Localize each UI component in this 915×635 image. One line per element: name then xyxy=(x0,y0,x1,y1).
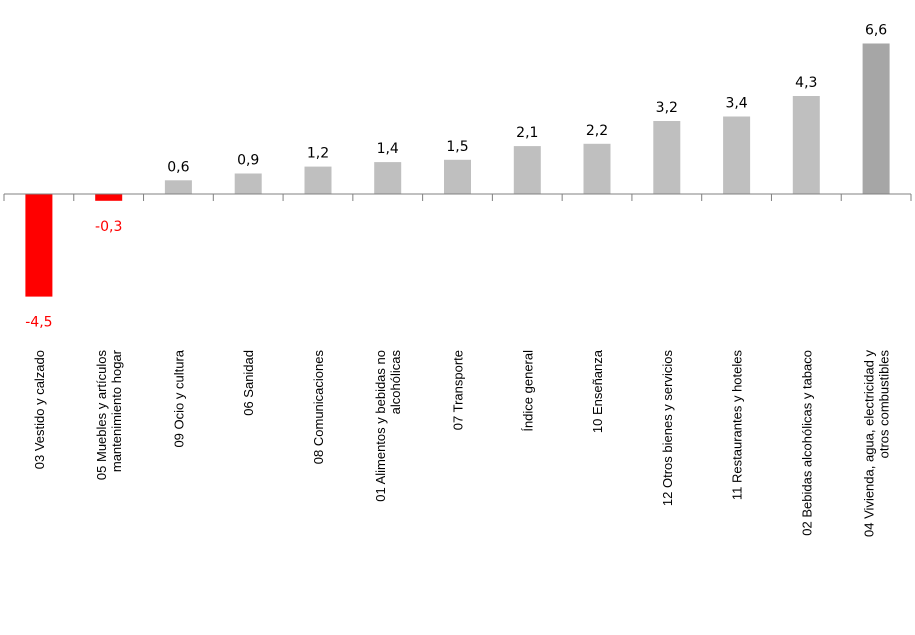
category-label-line: 12 Otros bienes y servicios xyxy=(660,350,675,507)
category-label-line: 09 Ocio y cultura xyxy=(171,349,186,447)
category-label-line: alcohólicas xyxy=(388,350,403,415)
data-label: -0,3 xyxy=(95,219,122,235)
value-labels-group: -4,5 -0,3 0,6 0,9 1,2 1,4 1,5 2,1 2,2 3,2 3,4 4,3 6,… xyxy=(25,23,887,331)
category-label: 12 Otros bienes y servicios xyxy=(660,350,675,507)
category-label-line: 05 Muebles y artículos xyxy=(94,350,109,481)
bar xyxy=(862,43,890,194)
category-label: 02 Bebidas alcohólicas y tabaco xyxy=(799,350,814,536)
data-label: 6,6 xyxy=(865,23,887,39)
category-label-line: 01 Alimentos y bebidas no xyxy=(373,350,388,502)
category-label: 09 Ocio y cultura xyxy=(171,349,186,447)
data-label: 3,2 xyxy=(656,100,678,116)
category-label-line: 11 Restaurantes y hoteles xyxy=(730,350,745,501)
bar xyxy=(374,162,402,194)
category-label-line: 03 Vestido y calzado xyxy=(32,350,47,469)
bar xyxy=(792,96,820,194)
category-label: 10 Enseñanza xyxy=(590,349,605,433)
bar xyxy=(164,180,192,194)
category-label-line: 06 Sanidad xyxy=(241,350,256,416)
data-label: 1,2 xyxy=(307,146,329,162)
category-label: 01 Alimentos y bebidas no alcohólicas xyxy=(373,350,403,502)
data-label: 3,4 xyxy=(725,96,747,112)
category-label: 05 Muebles y artículos mantenimiento hoga… xyxy=(94,349,124,480)
category-label: Índice general xyxy=(520,350,535,432)
category-label-line: 02 Bebidas alcohólicas y tabaco xyxy=(799,350,814,536)
bars-group xyxy=(25,43,890,297)
axis-group xyxy=(3,193,912,201)
category-label-line: 10 Enseñanza xyxy=(590,349,605,433)
category-label: 03 Vestido y calzado xyxy=(32,350,47,469)
bar xyxy=(304,166,332,194)
bar xyxy=(723,116,751,194)
bar xyxy=(25,194,53,297)
bar xyxy=(583,143,611,194)
bar xyxy=(513,146,541,194)
bar xyxy=(444,159,471,194)
category-label-line: 07 Transporte xyxy=(451,350,466,430)
data-label: 0,9 xyxy=(237,153,259,169)
category-labels-group: 03 Vestido y calzado 05 Muebles y artícul… xyxy=(32,349,892,537)
category-label: 07 Transporte xyxy=(451,350,466,430)
bar xyxy=(234,173,262,194)
data-label: 2,1 xyxy=(516,125,538,141)
data-label: 2,2 xyxy=(586,123,608,139)
category-label: 08 Comunicaciones xyxy=(311,350,326,465)
category-label-line: 04 Vivienda, agua, electricidad y xyxy=(862,350,877,537)
data-label: 0,6 xyxy=(167,159,189,175)
bar xyxy=(95,194,123,201)
category-label-line: otros combustibles xyxy=(877,350,892,459)
category-label-line: 08 Comunicaciones xyxy=(311,350,326,465)
bar xyxy=(653,121,681,194)
data-label: 1,4 xyxy=(377,141,399,157)
category-label-line: mantenimiento hogar xyxy=(109,349,124,472)
data-label: -4,5 xyxy=(25,315,52,331)
category-label: 06 Sanidad xyxy=(241,350,256,416)
category-label-line: Índice general xyxy=(520,350,535,432)
category-label: 04 Vivienda, agua, electricidad y otros c… xyxy=(862,350,892,537)
category-label: 11 Restaurantes y hoteles xyxy=(730,350,745,501)
data-label: 4,3 xyxy=(795,75,817,91)
data-label: 1,5 xyxy=(446,139,468,155)
